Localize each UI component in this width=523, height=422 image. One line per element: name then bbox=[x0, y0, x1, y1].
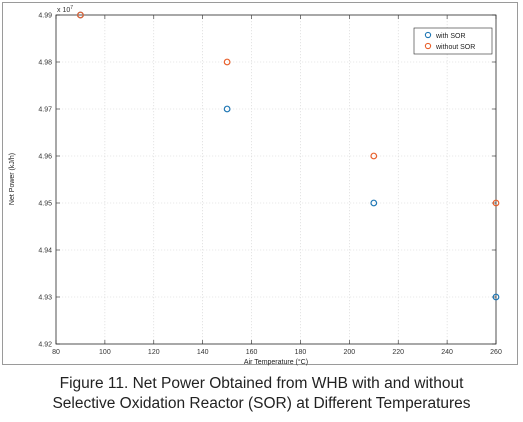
legend-label-with-sor: with SOR bbox=[435, 33, 466, 40]
y-tick-label: 4.92 bbox=[38, 342, 52, 349]
y-exponent-label: x 107 bbox=[57, 5, 73, 14]
data-points bbox=[77, 11, 500, 301]
legend-marker-with-sor bbox=[424, 31, 432, 39]
y-axis-label: Net Power (kJ/h) bbox=[9, 153, 16, 205]
y-tick-label: 4.96 bbox=[38, 154, 52, 161]
y-axis-ticks: 4.92 4.93 4.94 4.95 4.96 4.97 4.98 4.99 bbox=[38, 13, 496, 349]
data-point-with-sor bbox=[370, 199, 378, 207]
y-tick-label: 4.99 bbox=[38, 13, 52, 20]
legend-marker-without-sor bbox=[424, 42, 432, 50]
x-tick-label: 140 bbox=[197, 349, 209, 356]
data-point-without-sor bbox=[77, 11, 84, 19]
legend-label-without-sor: without SOR bbox=[435, 44, 475, 51]
data-point-with-sor bbox=[223, 105, 231, 113]
x-tick-label: 260 bbox=[490, 349, 502, 356]
data-point-without-sor bbox=[223, 58, 231, 66]
x-tick-label: 220 bbox=[392, 349, 404, 356]
data-point-without-sor bbox=[370, 152, 378, 160]
x-tick-label: 200 bbox=[343, 349, 355, 356]
y-tick-label: 4.94 bbox=[38, 248, 52, 255]
figure-caption: Figure 11. Net Power Obtained from WHB w… bbox=[0, 374, 523, 414]
y-tick-label: 4.97 bbox=[38, 107, 52, 114]
caption-line-2: Selective Oxidation Reactor (SOR) at Dif… bbox=[52, 395, 471, 412]
plot-area bbox=[55, 14, 497, 345]
x-tick-label: 100 bbox=[99, 349, 111, 356]
legend: with SOR without SOR bbox=[413, 27, 493, 55]
x-tick-label: 160 bbox=[246, 349, 258, 356]
caption-line-1: Figure 11. Net Power Obtained from WHB w… bbox=[59, 375, 464, 392]
y-tick-label: 4.95 bbox=[38, 201, 52, 208]
x-axis-ticks: 80 100 120 140 160 180 200 220 240 260 bbox=[52, 15, 502, 356]
y-tick-label: 4.93 bbox=[38, 295, 52, 302]
y-tick-label: 4.98 bbox=[38, 60, 52, 67]
data-point-without-sor bbox=[492, 199, 500, 207]
data-point-with-sor bbox=[492, 293, 500, 301]
scatter-chart: 80 100 120 140 160 180 200 220 240 260 4.924.934.… bbox=[9, 5, 502, 366]
x-tick-label: 120 bbox=[148, 349, 160, 356]
x-tick-label: 180 bbox=[295, 349, 307, 356]
x-axis-label: Air Temperature (°C) bbox=[244, 358, 308, 366]
x-tick-label: 240 bbox=[441, 349, 453, 356]
x-tick-label: 80 bbox=[52, 349, 60, 356]
figure-frame: 80 100 120 140 160 180 200 220 240 260 4.92 4.93 4.… bbox=[2, 2, 518, 366]
grid-lines bbox=[56, 15, 496, 344]
